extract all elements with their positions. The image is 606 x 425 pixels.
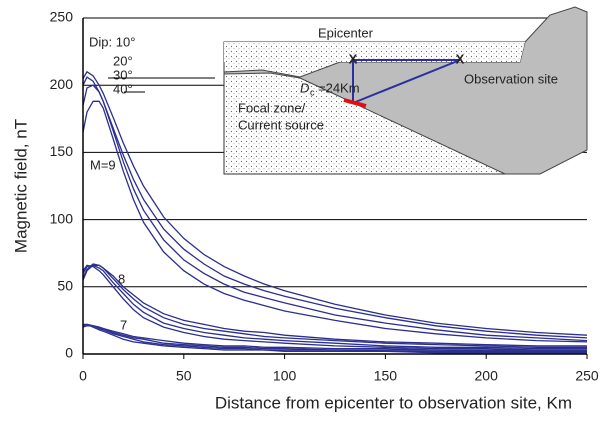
annotation: 8 bbox=[118, 271, 125, 286]
x-tick-label: 50 bbox=[176, 368, 192, 384]
line-series bbox=[82, 264, 587, 350]
line-series bbox=[82, 100, 588, 343]
distance-line bbox=[352, 59, 461, 104]
annotation: M=9 bbox=[90, 157, 116, 172]
y-tick-label: 50 bbox=[57, 278, 73, 294]
line-series bbox=[82, 323, 587, 352]
y-tick-label: 100 bbox=[50, 210, 74, 226]
line-series bbox=[82, 70, 588, 336]
depth-value: =24Km bbox=[318, 80, 360, 95]
depth-symbol: D bbox=[300, 80, 309, 95]
current-source-label: Current source bbox=[238, 117, 324, 132]
epicenter-mark: X bbox=[349, 51, 358, 66]
crust bbox=[223, 6, 588, 175]
line-series bbox=[82, 263, 587, 348]
y-tick-label: 250 bbox=[50, 9, 74, 25]
y-tick-label: 150 bbox=[50, 143, 74, 159]
x-tick-label: 0 bbox=[79, 368, 87, 384]
annotation: 7 bbox=[120, 317, 127, 332]
y-tick-label: 0 bbox=[65, 345, 73, 361]
y-tick-label: 200 bbox=[50, 76, 74, 92]
annotation: 30° bbox=[113, 67, 133, 82]
focal-zone-label: Focal zone/ bbox=[238, 100, 306, 115]
depth-subscript: c bbox=[310, 87, 315, 97]
epicenter-label: Epicenter bbox=[318, 25, 374, 40]
x-tick-label: 150 bbox=[374, 368, 398, 384]
line-series bbox=[82, 84, 588, 342]
site-label: Observation site bbox=[464, 71, 558, 86]
line-series bbox=[82, 264, 587, 351]
x-tick-label: 200 bbox=[475, 368, 499, 384]
annotation: 20° bbox=[113, 53, 133, 68]
line-series bbox=[83, 323, 587, 354]
y-axis-label: Magnetic field, nT bbox=[11, 119, 30, 253]
surface-layer bbox=[224, 42, 525, 62]
annotation: 40° bbox=[113, 81, 133, 96]
plot bbox=[82, 70, 588, 354]
line-series bbox=[82, 323, 587, 352]
focal-zone bbox=[343, 98, 367, 108]
site-mark: X bbox=[456, 51, 465, 66]
x-axis-label: Distance from epicenter to observation s… bbox=[215, 393, 572, 412]
x-tick-label: 100 bbox=[273, 368, 297, 384]
x-tick-label: 250 bbox=[575, 368, 599, 384]
annotation: Dip: 10° bbox=[89, 34, 135, 49]
inset-diagram: Epicenter X X Observation site D c =24Km… bbox=[223, 6, 588, 175]
